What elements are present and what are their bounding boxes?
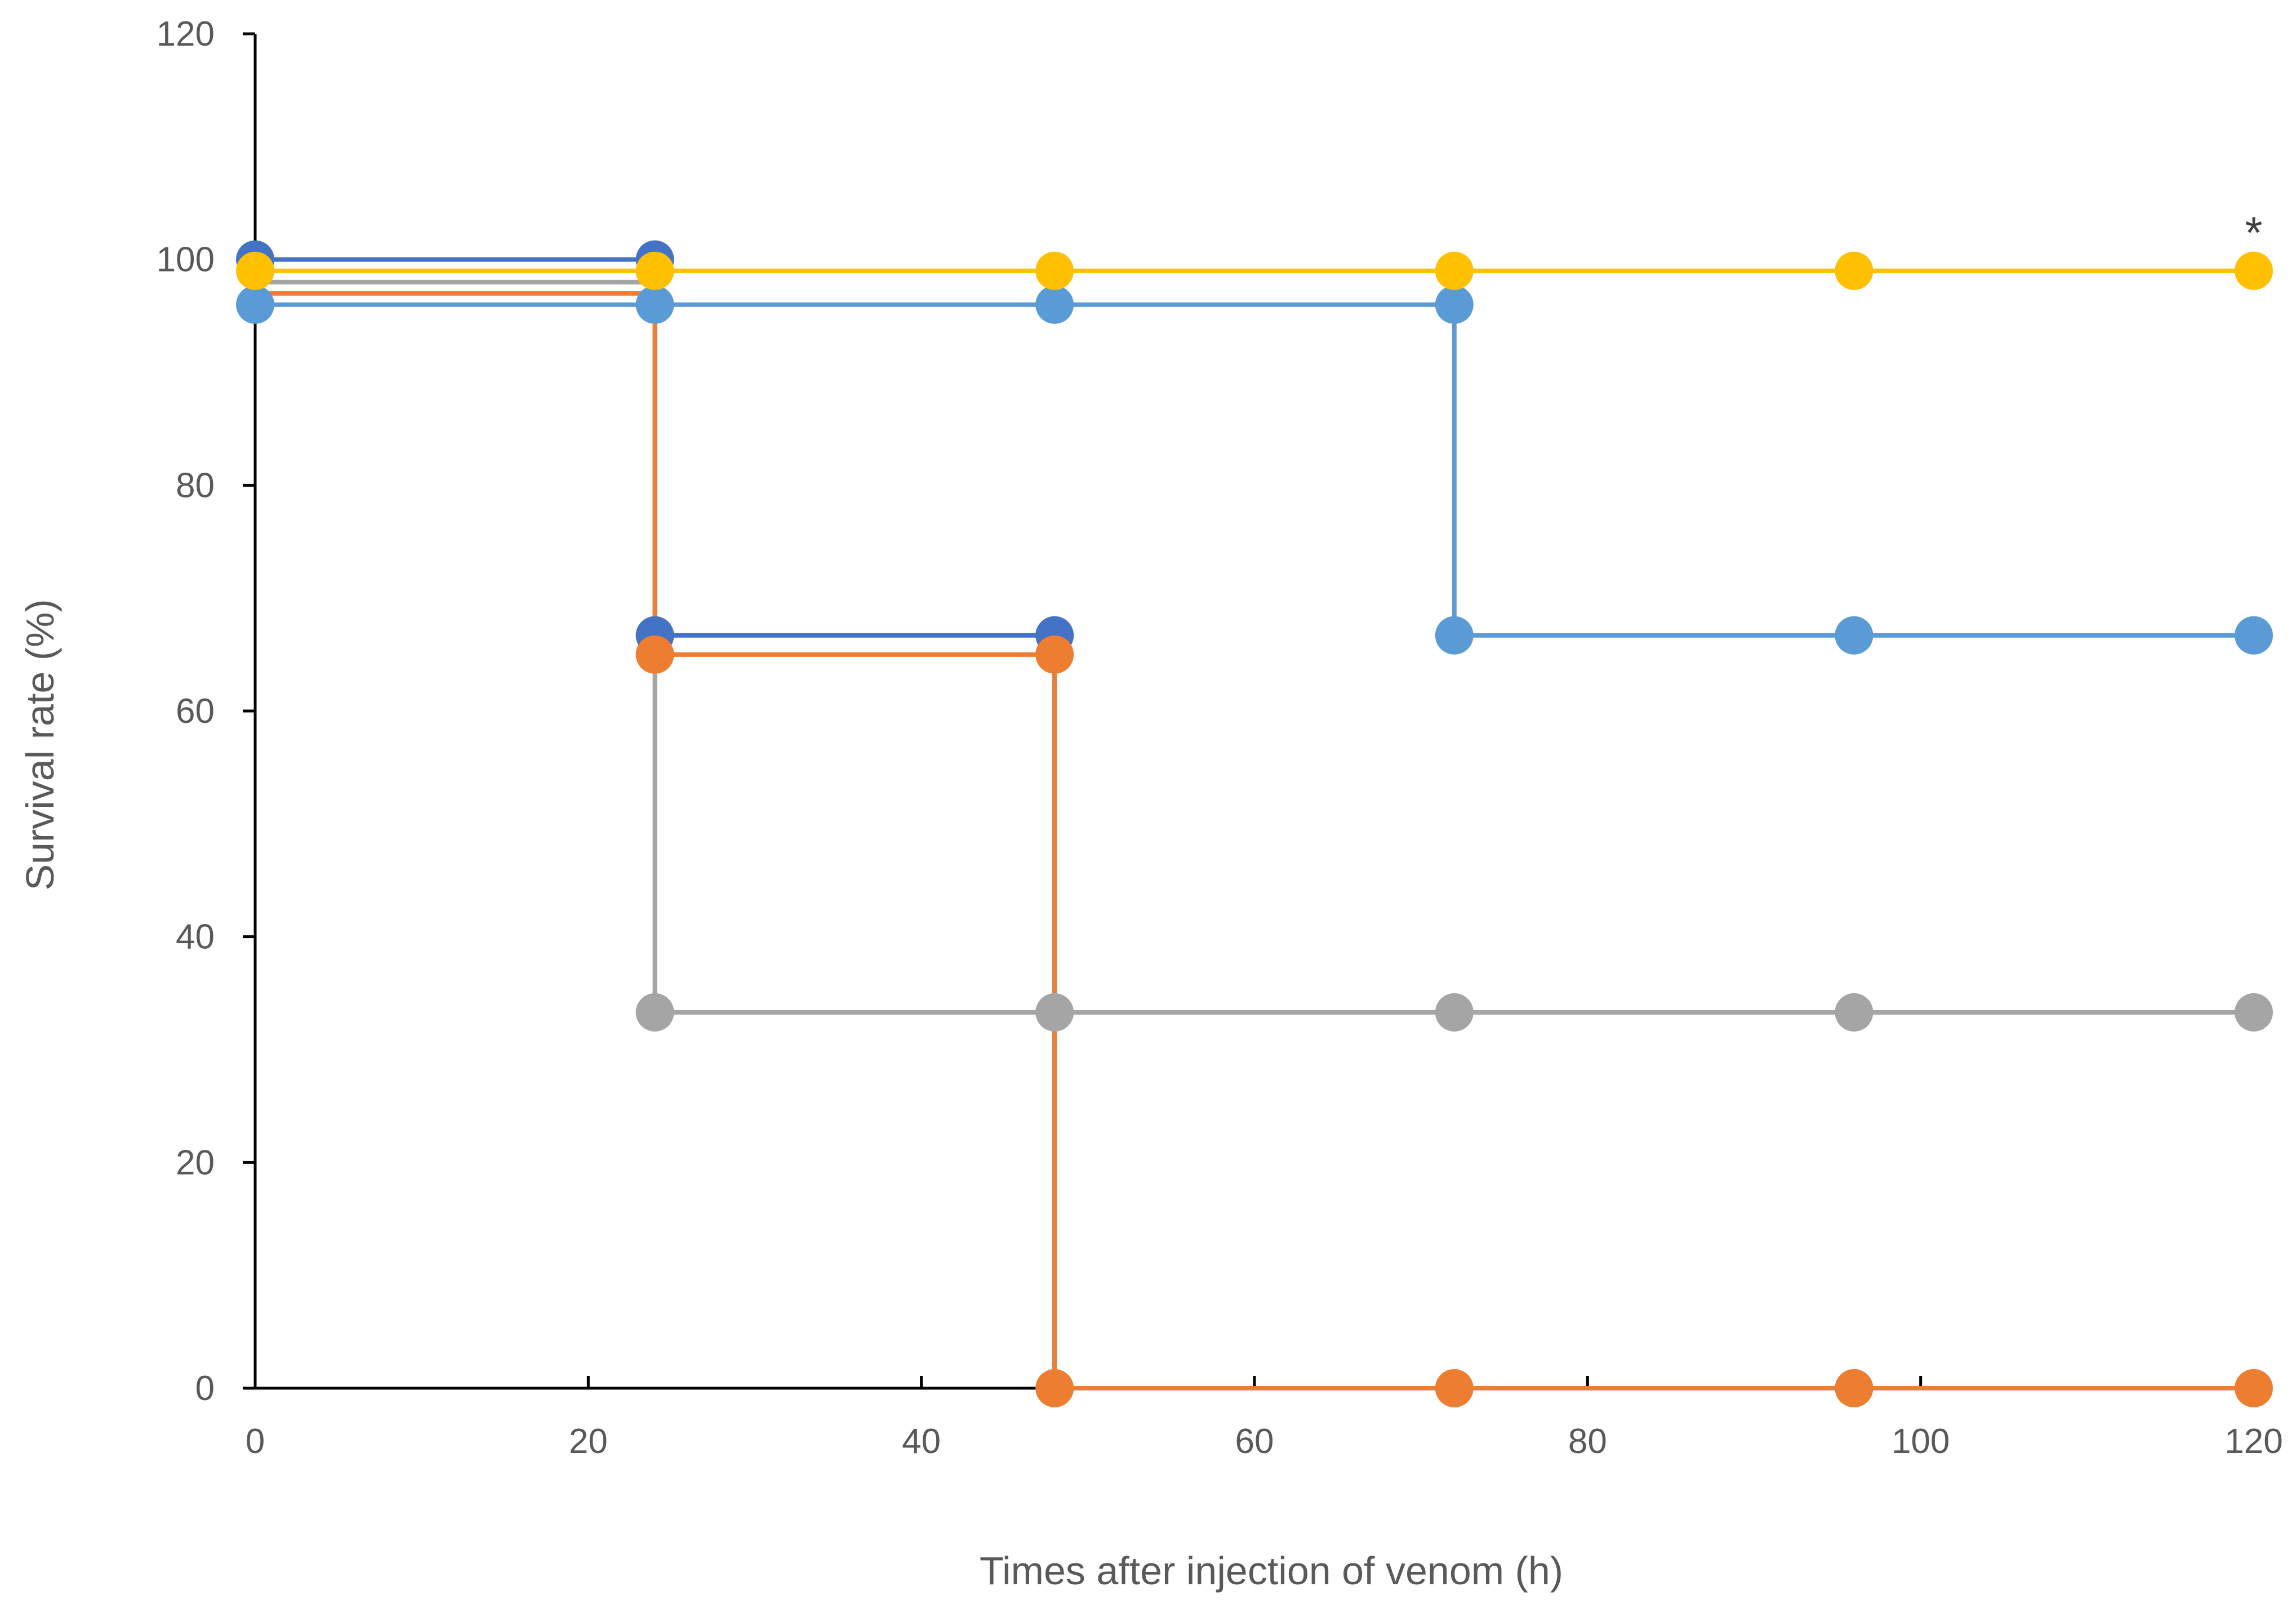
data-point-series-3 xyxy=(1835,616,1874,655)
data-point-series-3 xyxy=(1435,616,1474,655)
x-tick-label: 120 xyxy=(2224,1422,2282,1461)
data-point-series-1 xyxy=(1435,993,1474,1032)
y-tick-label: 60 xyxy=(176,692,215,731)
data-point-series-4 xyxy=(1035,251,1074,290)
data-point-series-3 xyxy=(2235,616,2273,655)
data-point-series-2 xyxy=(1835,1369,1874,1407)
y-tick-label: 80 xyxy=(176,466,215,505)
marker-layer xyxy=(236,240,2273,1407)
axes-layer xyxy=(243,32,2255,1390)
series-line-1 xyxy=(255,279,2254,1015)
data-point-series-4 xyxy=(1435,251,1474,290)
x-axis-title: Times after injection of venom (h) xyxy=(980,1549,1563,1593)
data-point-series-2 xyxy=(635,635,674,674)
data-point-series-3 xyxy=(1435,285,1474,324)
x-tick-label: 40 xyxy=(902,1422,941,1461)
x-tick-label: 20 xyxy=(569,1422,608,1461)
y-tick-label: 0 xyxy=(195,1369,215,1408)
series-layer xyxy=(255,257,2254,1390)
y-tick-label: 120 xyxy=(157,15,215,54)
data-point-series-3 xyxy=(635,285,674,324)
data-point-series-2 xyxy=(1035,1369,1074,1407)
y-axis-title: Survival rate (%) xyxy=(18,599,62,890)
series-line-3 xyxy=(255,302,2254,638)
data-point-series-1 xyxy=(2235,993,2273,1032)
data-point-series-1 xyxy=(1035,993,1074,1032)
data-point-series-4 xyxy=(635,251,674,290)
data-point-series-4 xyxy=(1835,251,1874,290)
data-point-series-3 xyxy=(1035,285,1074,324)
x-tick-label: 60 xyxy=(1235,1422,1274,1461)
x-tick-label: 0 xyxy=(246,1422,265,1461)
x-tick-label: 80 xyxy=(1568,1422,1607,1461)
data-point-series-2 xyxy=(1435,1369,1474,1407)
y-tick-label: 20 xyxy=(176,1143,215,1182)
data-point-series-4 xyxy=(236,251,274,290)
data-point-series-4 xyxy=(2235,251,2273,290)
significance-marker: * xyxy=(2245,208,2262,258)
y-tick-label: 40 xyxy=(176,918,215,957)
data-point-series-2 xyxy=(2235,1369,2273,1407)
y-tick-label: 100 xyxy=(157,241,215,279)
x-tick-label: 100 xyxy=(1892,1422,1950,1461)
data-point-series-1 xyxy=(1835,993,1874,1032)
data-point-series-1 xyxy=(635,993,674,1032)
series-line-2 xyxy=(255,291,2254,1390)
data-point-series-3 xyxy=(236,285,274,324)
data-point-series-2 xyxy=(1035,635,1074,674)
label-layer: 0 20 40 60 80 100 120 0 20 40 60 80 100 120 Times afte… xyxy=(18,15,2283,1593)
